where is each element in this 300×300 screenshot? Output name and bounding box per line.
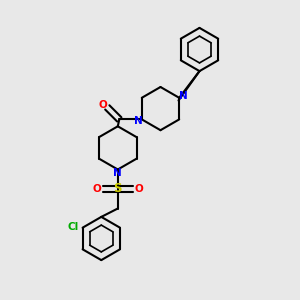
Text: O: O bbox=[92, 184, 101, 194]
Text: N: N bbox=[113, 168, 122, 178]
Text: S: S bbox=[113, 182, 122, 196]
Text: N: N bbox=[134, 116, 142, 126]
Text: O: O bbox=[134, 184, 143, 194]
Text: N: N bbox=[179, 91, 188, 101]
Text: O: O bbox=[98, 100, 107, 110]
Text: Cl: Cl bbox=[68, 222, 79, 232]
